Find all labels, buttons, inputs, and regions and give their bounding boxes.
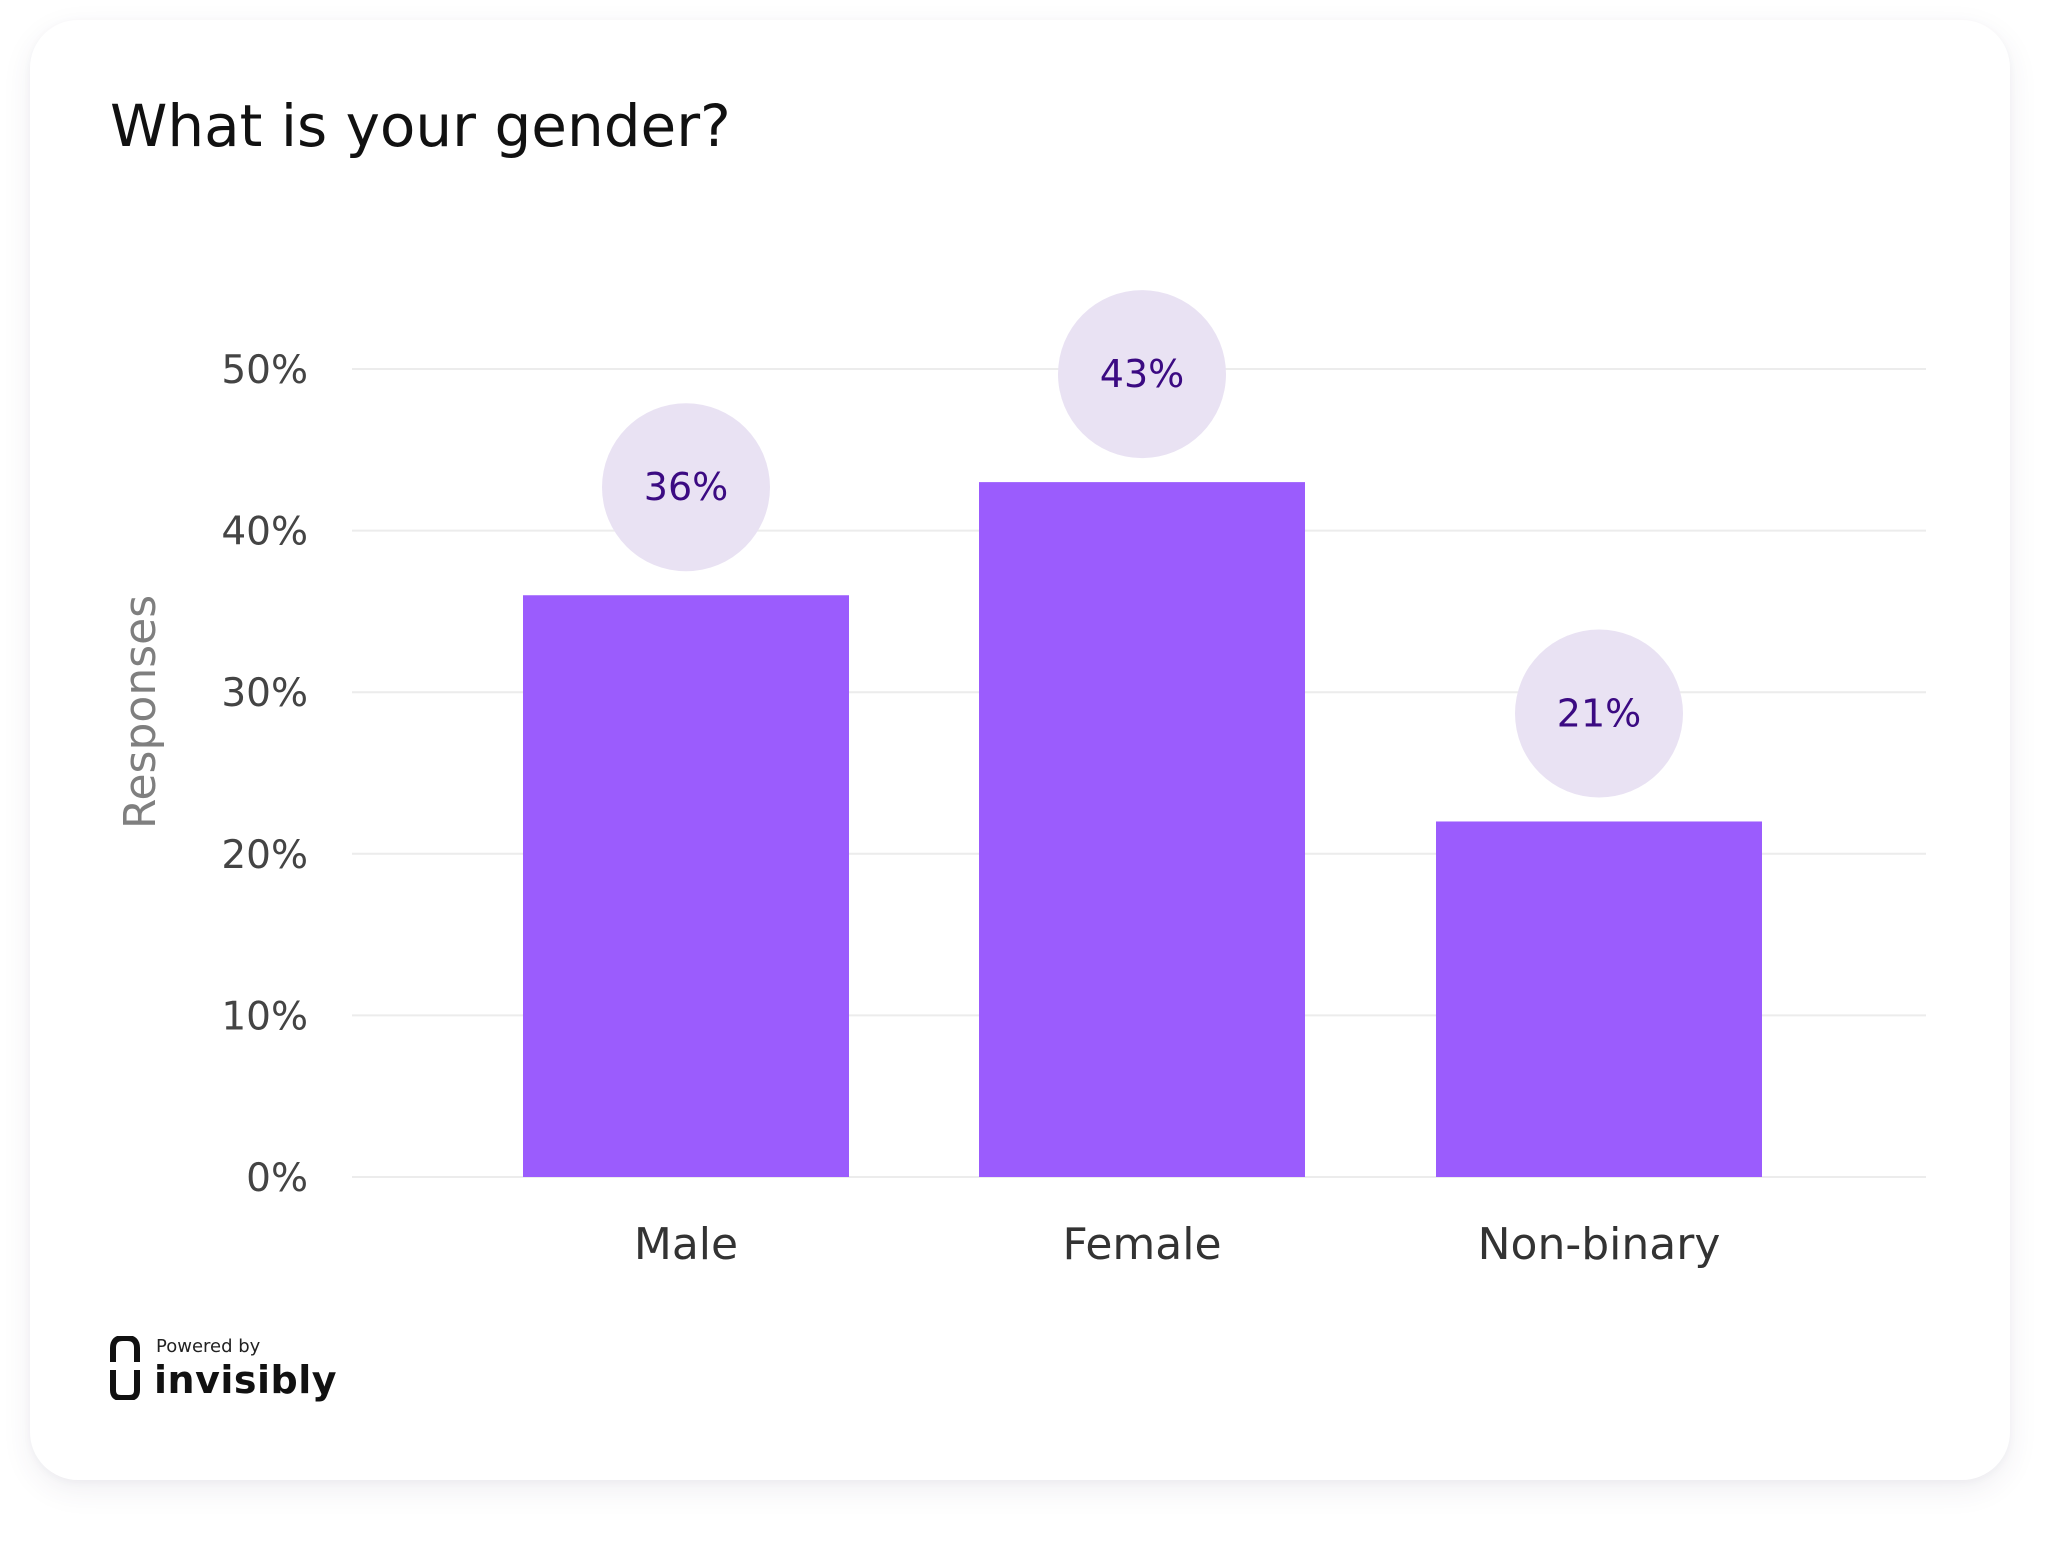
- data-label-bubble: [1515, 629, 1683, 798]
- powered-by-branding: Powered by invisibly: [110, 1336, 370, 1402]
- y-tick-label: 0%: [246, 1156, 308, 1201]
- data-label-bubble: [1058, 290, 1226, 459]
- data-label: 36%: [644, 465, 728, 509]
- powered-by-label: Powered by: [156, 1336, 261, 1357]
- bars: [523, 482, 1762, 1177]
- chart-title: What is your gender?: [110, 92, 731, 160]
- y-tick-label: 30%: [221, 671, 308, 716]
- brand-name: invisibly: [154, 1358, 338, 1402]
- y-axis-label: Responses: [115, 595, 166, 829]
- data-labels: 36% 43% 21%: [602, 290, 1683, 798]
- y-tick-label: 40%: [221, 510, 308, 555]
- y-axis-ticks: 0% 10% 20% 30% 40% 50%: [221, 348, 308, 1201]
- data-label: 43%: [1100, 352, 1184, 396]
- y-tick-label: 20%: [221, 833, 308, 878]
- data-label: 21%: [1557, 691, 1641, 735]
- x-tick-label: Female: [1062, 1219, 1221, 1270]
- bar: [979, 482, 1305, 1177]
- x-axis-ticks: Male Female Non-binary: [634, 1219, 1720, 1270]
- bar: [523, 595, 849, 1177]
- x-tick-label: Non-binary: [1478, 1219, 1721, 1270]
- y-tick-label: 10%: [221, 994, 308, 1039]
- x-tick-label: Male: [634, 1219, 738, 1270]
- data-label-bubble: [602, 403, 770, 572]
- bar: [1436, 821, 1762, 1177]
- invisibly-logo-icon: [110, 1336, 140, 1400]
- y-tick-label: 50%: [221, 348, 308, 393]
